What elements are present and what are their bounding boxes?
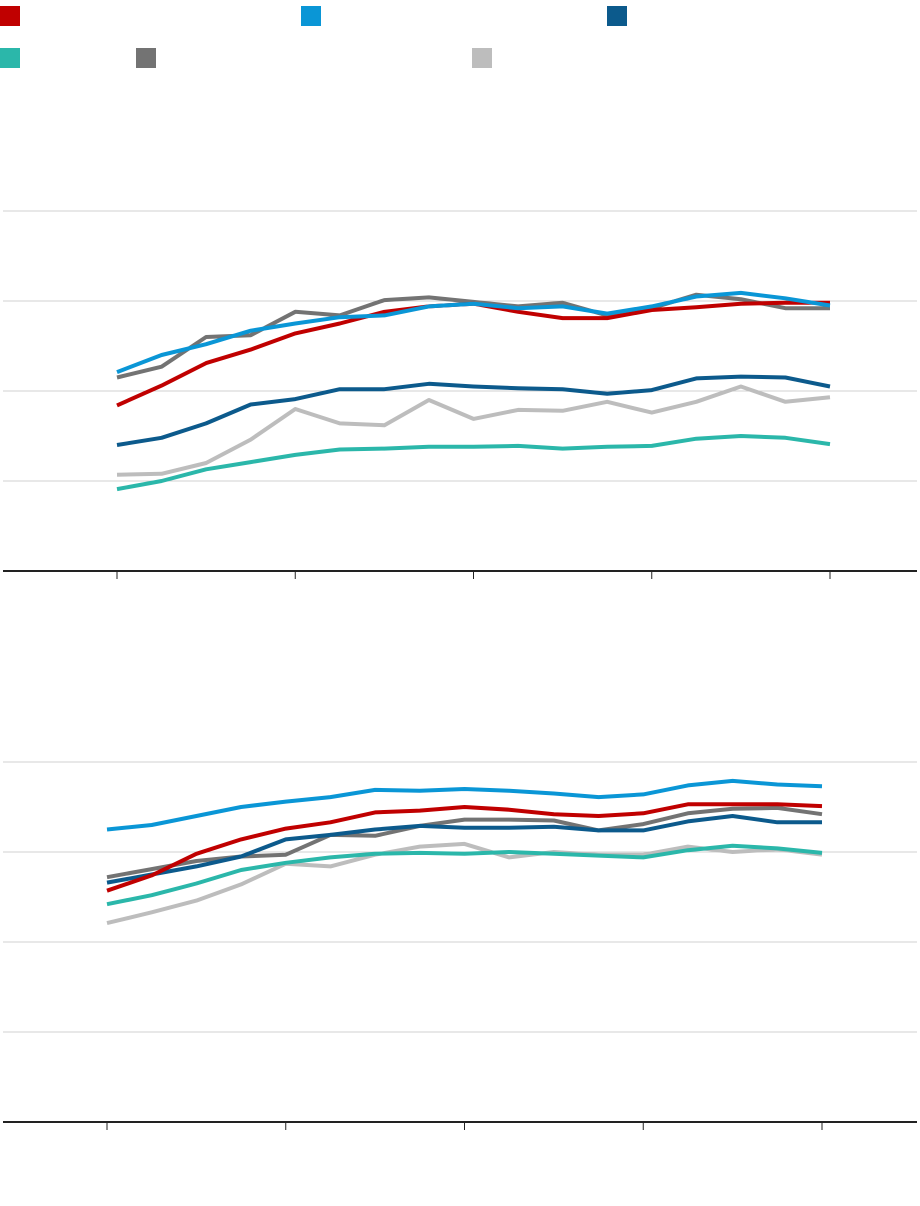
legend-item-light-blue[interactable] (301, 6, 329, 26)
series-line-5[interactable] (106, 802, 823, 893)
legend-item-teal[interactable] (0, 48, 28, 68)
series-line-3[interactable] (116, 434, 831, 492)
series-line-5[interactable] (116, 300, 830, 408)
legend-item-light-gray[interactable] (472, 48, 500, 68)
legend (0, 0, 920, 80)
series-line-6[interactable] (106, 778, 823, 832)
chart-panel-1 (3, 210, 917, 579)
legend-swatch-teal (0, 48, 20, 68)
legend-swatch-dark-blue (607, 6, 627, 26)
legend-item-dark-blue[interactable] (607, 6, 635, 26)
series-line-4[interactable] (116, 374, 831, 447)
legend-item-red[interactable] (0, 6, 28, 26)
series-line-2[interactable] (116, 384, 831, 477)
legend-swatch-light-blue (301, 6, 321, 26)
series-line-3[interactable] (106, 843, 823, 907)
chart-panel-2 (3, 761, 917, 1130)
series-line-4[interactable] (106, 814, 822, 885)
legend-swatch-light-gray (472, 48, 492, 68)
series-line-6[interactable] (116, 290, 831, 374)
legend-swatch-red (0, 6, 20, 26)
legend-item-dark-gray[interactable] (136, 48, 164, 68)
legend-swatch-dark-gray (136, 48, 156, 68)
